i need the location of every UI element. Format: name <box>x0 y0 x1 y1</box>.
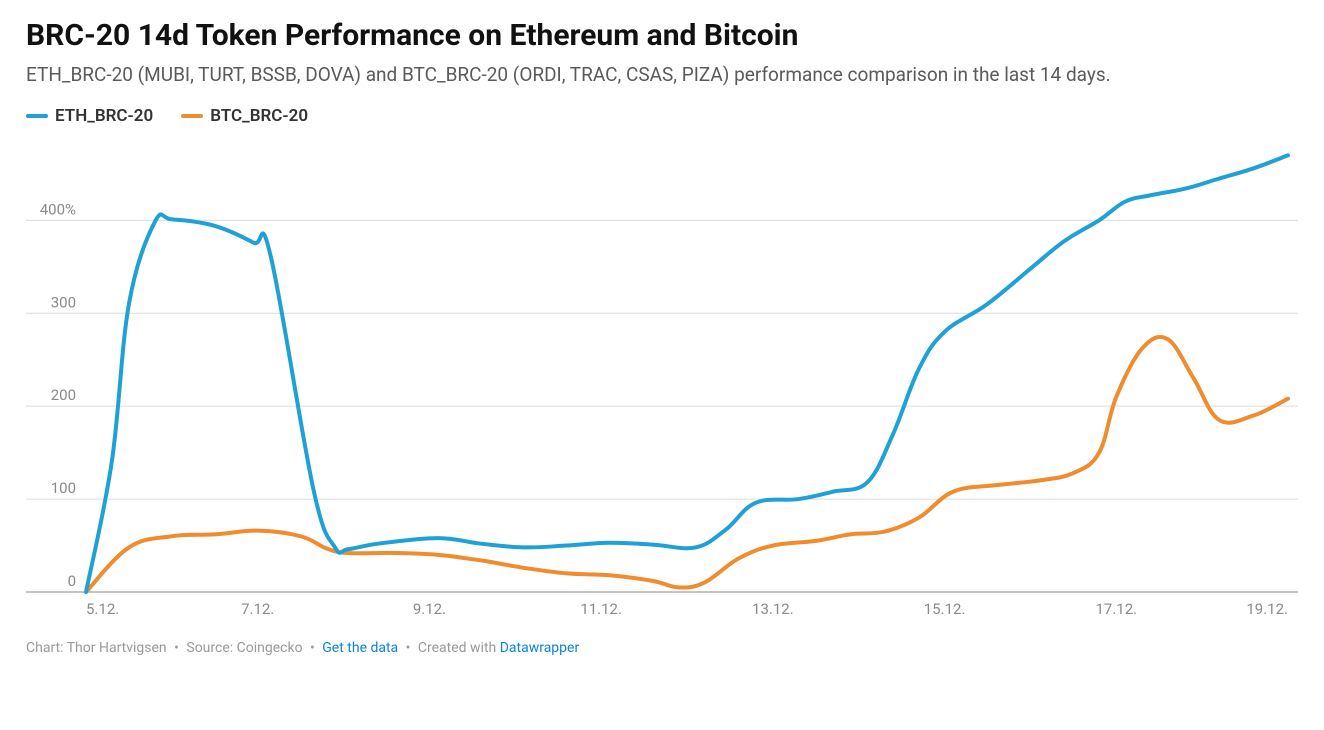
legend-item-eth: ETH_BRC-20 <box>26 106 153 126</box>
svg-text:9.12.: 9.12. <box>413 600 446 618</box>
legend: ETH_BRC-20 BTC_BRC-20 <box>26 106 1298 126</box>
get-data-link[interactable]: Get the data <box>322 640 398 656</box>
footer-separator: • <box>310 640 315 656</box>
footer-chart-prefix: Chart: <box>26 640 67 656</box>
svg-text:300: 300 <box>51 293 76 311</box>
svg-text:400%: 400% <box>40 200 76 218</box>
chart-footer: Chart: Thor Hartvigsen • Source: Coingec… <box>26 640 1298 656</box>
svg-text:5.12.: 5.12. <box>86 600 119 618</box>
datawrapper-link[interactable]: Datawrapper <box>500 640 580 656</box>
footer-separator: • <box>174 640 179 656</box>
legend-label-btc: BTC_BRC-20 <box>210 106 308 126</box>
svg-text:100: 100 <box>51 479 76 497</box>
svg-text:17.12.: 17.12. <box>1095 600 1137 618</box>
chart-plot-area: 0 100 200 300 400% 5.12. 7.12. 9.12. 11.12. 13.12… <box>26 136 1298 626</box>
svg-text:13.12.: 13.12. <box>752 600 794 618</box>
svg-text:200: 200 <box>51 386 76 404</box>
legend-swatch-btc <box>181 114 203 118</box>
footer-created-prefix: Created with <box>418 640 500 656</box>
svg-text:0: 0 <box>68 572 76 590</box>
svg-text:15.12.: 15.12. <box>924 600 966 618</box>
legend-swatch-eth <box>26 114 48 118</box>
legend-label-eth: ETH_BRC-20 <box>55 106 153 126</box>
svg-text:11.12.: 11.12. <box>580 600 622 618</box>
svg-text:19.12.: 19.12. <box>1246 600 1288 618</box>
footer-separator: • <box>406 640 411 656</box>
chart-subtitle: ETH_BRC-20 (MUBI, TURT, BSSB, DOVA) and … <box>26 62 1298 88</box>
footer-source-prefix: Source: <box>186 640 236 656</box>
chart-wrapper: BRC-20 14d Token Performance on Ethereum… <box>0 0 1324 674</box>
legend-item-btc: BTC_BRC-20 <box>181 106 308 126</box>
svg-text:7.12.: 7.12. <box>241 600 274 618</box>
footer-source-name: Coingecko <box>237 640 303 656</box>
chart-svg: 0 100 200 300 400% 5.12. 7.12. 9.12. 11.12. 13.12… <box>26 136 1298 626</box>
footer-chart-author: Thor Hartvigsen <box>67 640 167 656</box>
chart-title: BRC-20 14d Token Performance on Ethereum… <box>26 18 1298 54</box>
